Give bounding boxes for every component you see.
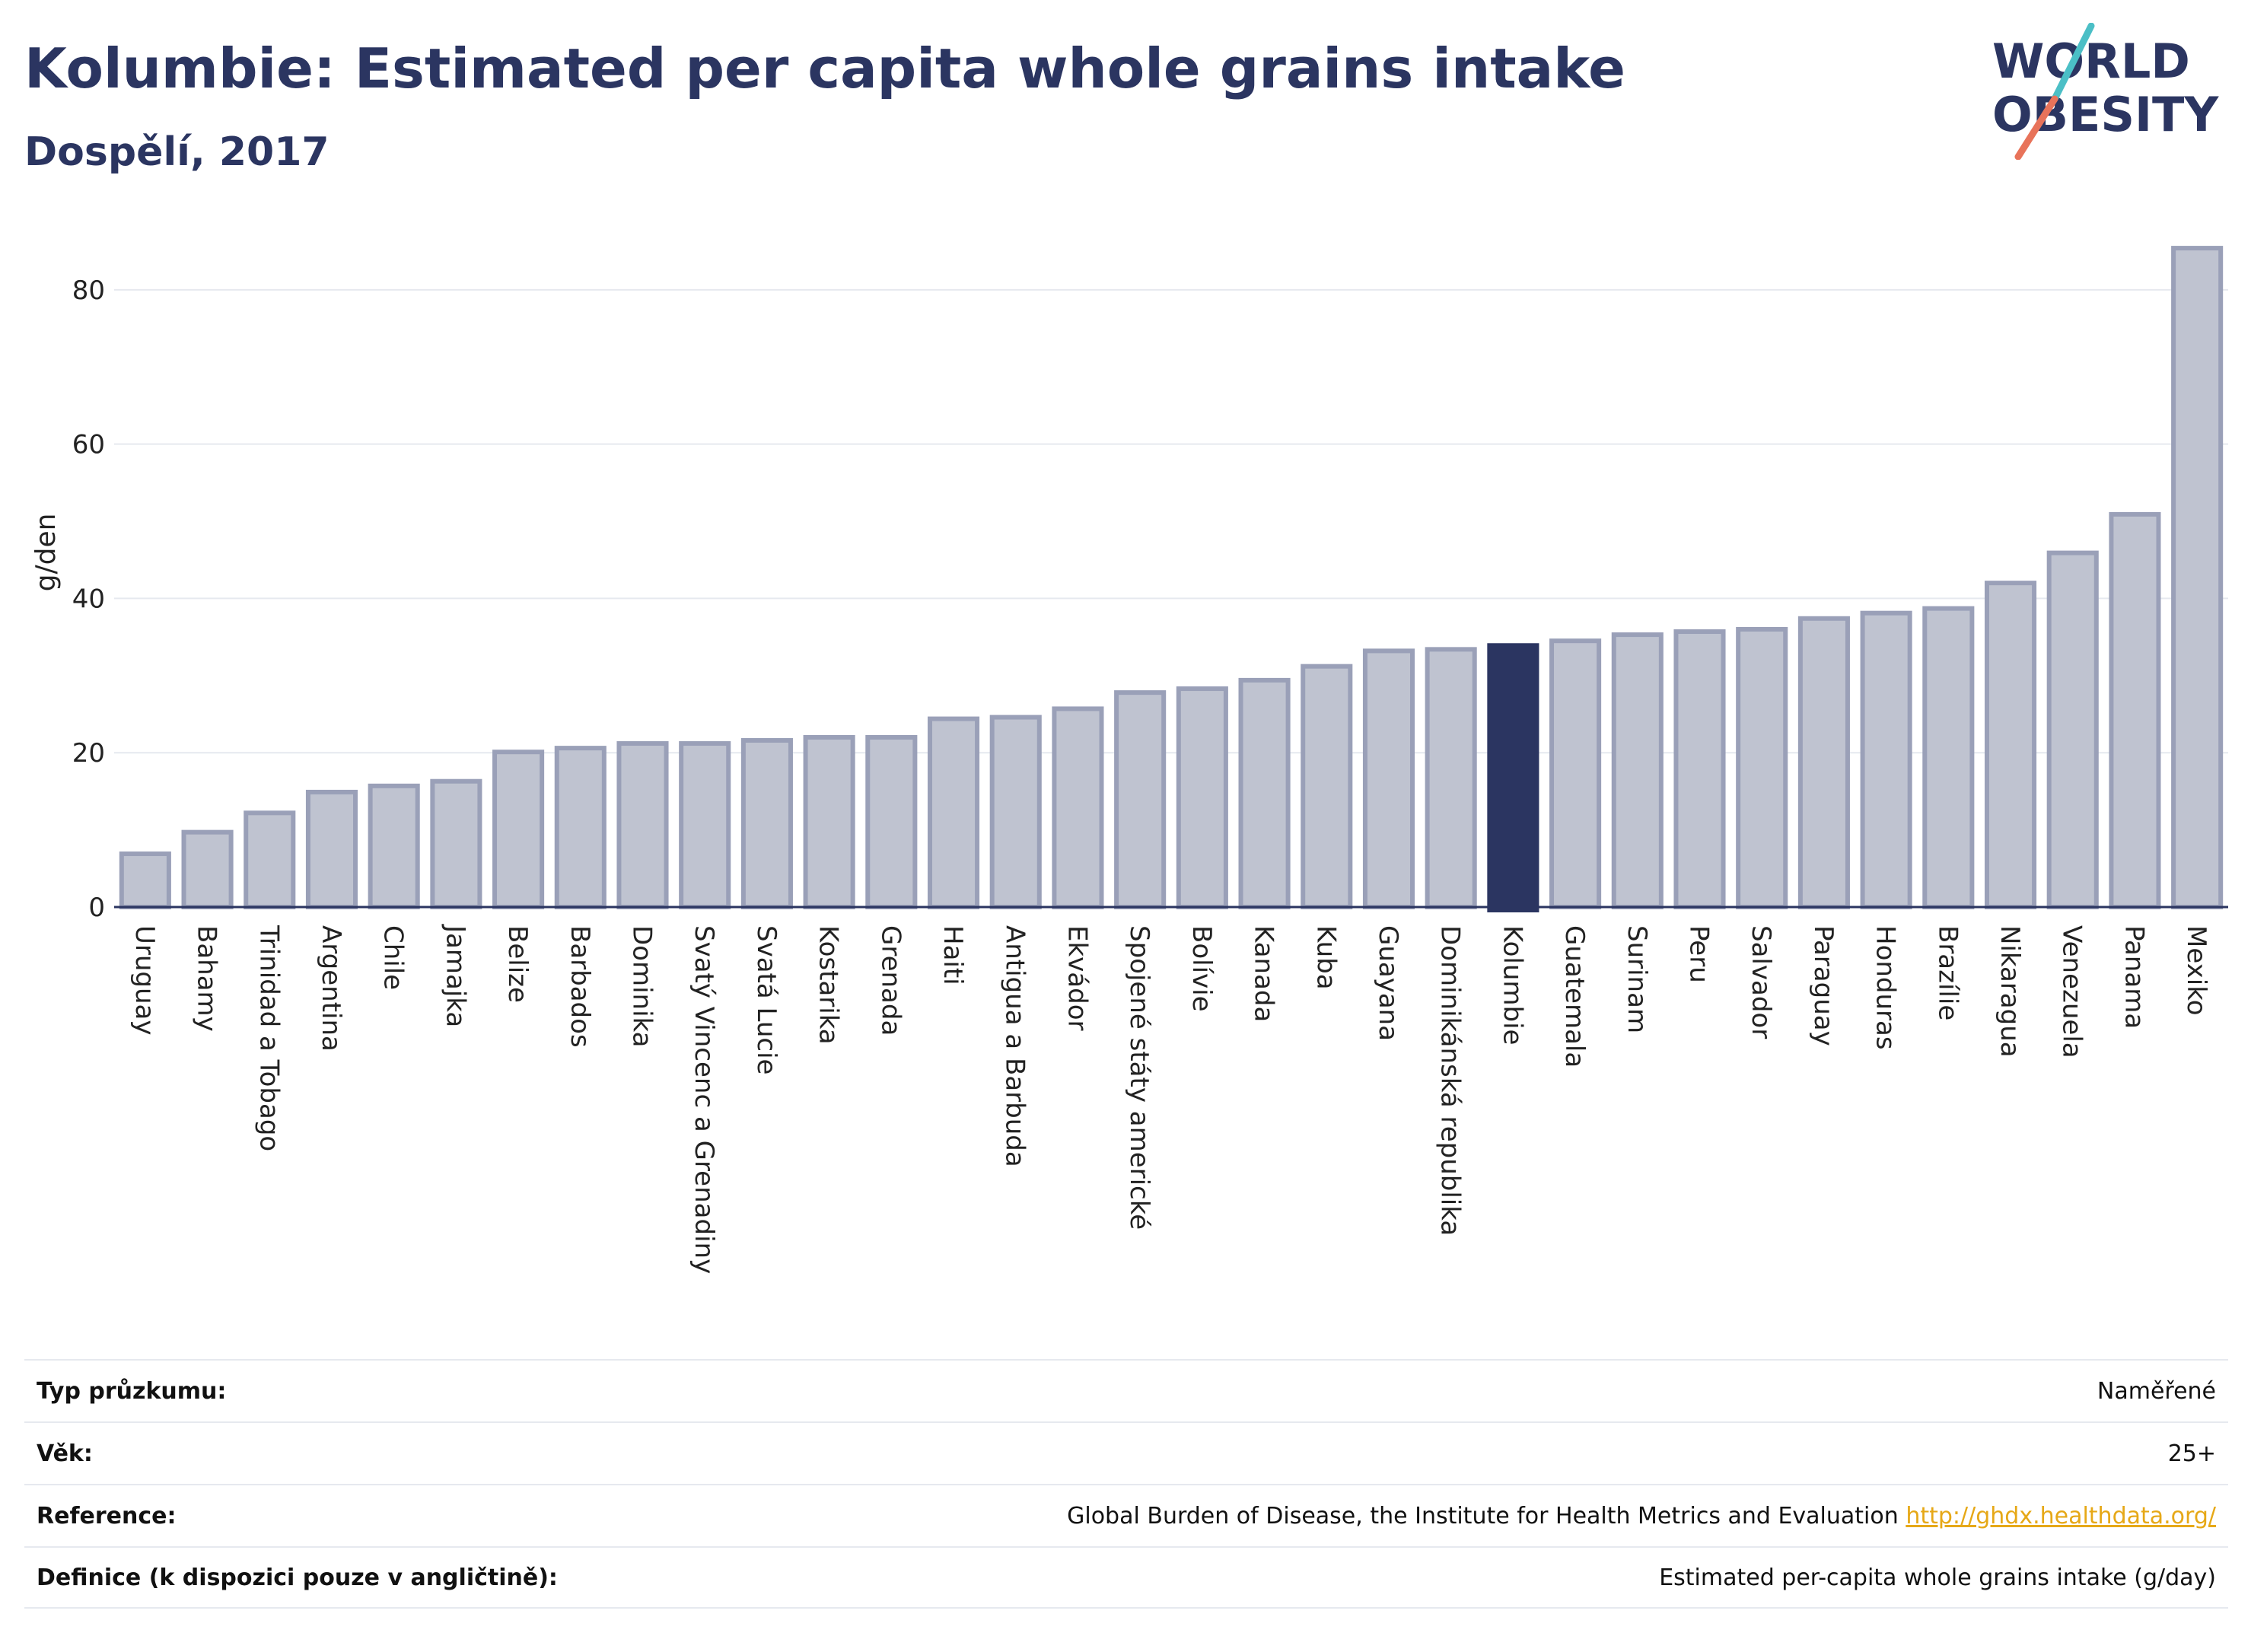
x-tick-label: Peru (1684, 925, 1715, 983)
bar-kolumbie[interactable] (1487, 643, 1539, 912)
bar-antigua-a-barbuda[interactable] (989, 715, 1042, 909)
x-tick-label: Guatemala (1559, 925, 1590, 1068)
x-tick-label: Brazílie (1932, 925, 1963, 1020)
x-tick-label: Antigua a Barbuda (1000, 925, 1030, 1167)
x-tick-label: Kolumbie (1497, 925, 1527, 1045)
y-tick-label: 20 (72, 738, 105, 769)
bar-paraguay[interactable] (1797, 616, 1850, 909)
info-value: Naměřené (2097, 1377, 2216, 1405)
bar-svatá-lucie[interactable] (740, 737, 793, 909)
x-tick-label: Ekvádor (1062, 925, 1092, 1031)
bar-dominikánská-republika[interactable] (1425, 647, 1477, 909)
info-value: 25+ (2167, 1440, 2216, 1467)
x-tick-label: Mexiko (2181, 925, 2211, 1016)
x-tick-label: Argentina (316, 925, 346, 1052)
bar-dominika[interactable] (616, 741, 669, 910)
bar-kuba[interactable] (1301, 664, 1353, 909)
info-value-reference: Global Burden of Disease, the Institute … (1067, 1503, 2216, 1529)
info-row-definition: Definice (k dispozici pouze v angličtině… (24, 1546, 2228, 1609)
x-tick-label: Dominika (627, 925, 657, 1047)
bar-mexiko[interactable] (2171, 246, 2224, 909)
bar-panama[interactable] (2109, 511, 2161, 909)
y-tick-label: 60 (72, 430, 105, 460)
x-tick-label: Nikaragua (1995, 925, 2025, 1058)
info-label: Typ průzkumu: (37, 1377, 227, 1405)
bar-spojené-státy-americké[interactable] (1114, 690, 1167, 909)
chart-subtitle: Dospělí, 2017 (24, 129, 330, 175)
bar-kostarika[interactable] (803, 734, 855, 909)
x-tick-label: Bolívie (1186, 925, 1217, 1012)
chart-title: Kolumbie: Estimated per capita whole gra… (24, 37, 1625, 100)
bar-trinidad-a-tobago[interactable] (244, 810, 296, 910)
x-tick-label: Salvador (1746, 925, 1776, 1039)
info-table: Typ průzkumu: Naměřené Věk: 25+ Referenc… (24, 1359, 2228, 1609)
info-label: Definice (k dispozici pouze v angličtině… (37, 1564, 558, 1591)
x-tick-label: Chile (378, 925, 409, 990)
bar-nikaragua[interactable] (1984, 581, 2037, 909)
x-tick-label: Trinidad a Tobago (253, 925, 284, 1151)
reference-text: Global Burden of Disease, the Institute … (1067, 1502, 1899, 1529)
bar-belize[interactable] (492, 750, 545, 910)
info-value: Estimated per-capita whole grains intake… (1659, 1564, 2216, 1591)
bar-guayana[interactable] (1362, 648, 1415, 909)
bar-ekvádor[interactable] (1052, 706, 1104, 909)
bar-salvador[interactable] (1736, 626, 1788, 909)
x-tick-label: Venezuela (2057, 925, 2087, 1058)
logo-accent-teal (2051, 23, 2095, 103)
bar-chart: 0 20 40 60 80 g/den Uruguay Bahamy Trinidad a T… (30, 246, 2228, 1274)
x-tick-label: Barbados (565, 925, 595, 1048)
logo-line-1: WORLD (1992, 33, 2190, 89)
reference-link[interactable]: http://ghdx.healthdata.org/ (1906, 1502, 2216, 1529)
x-tick-label: Belize (502, 925, 533, 1003)
info-row-reference: Reference: Global Burden of Disease, the… (24, 1484, 2228, 1546)
bar-uruguay[interactable] (119, 851, 171, 910)
bar-surinam[interactable] (1611, 632, 1664, 909)
logo-accent-coral (2014, 95, 2058, 160)
x-tick-label: Panama (2119, 925, 2149, 1029)
y-tick-label: 80 (72, 275, 105, 306)
bar-bolívie[interactable] (1176, 686, 1228, 909)
x-tick-label: Bahamy (192, 925, 222, 1032)
x-tick-label: Grenada (875, 925, 906, 1036)
x-tick-label: Honduras (1871, 925, 1901, 1050)
x-tick-label: Spojené státy americké (1124, 925, 1154, 1230)
bar-grenada[interactable] (865, 734, 918, 909)
x-tick-label: Uruguay (129, 925, 160, 1036)
bar-brazílie[interactable] (1922, 606, 1975, 909)
category-labels: Uruguay Bahamy Trinidad a Tobago Argentina C… (129, 924, 2211, 1274)
x-tick-label: Kanada (1249, 925, 1279, 1022)
info-label: Věk: (37, 1440, 93, 1467)
axes: 0 20 40 60 80 g/den (30, 275, 2228, 923)
x-tick-label: Dominikánská republika (1435, 925, 1466, 1236)
y-axis-label: g/den (30, 514, 62, 592)
bar-svatý-vincenc-a-grenadiny[interactable] (679, 741, 731, 910)
x-tick-label: Jamajka (440, 924, 470, 1027)
bar-barbados[interactable] (554, 746, 607, 910)
x-tick-label: Kostarika (813, 925, 844, 1045)
x-tick-label: Paraguay (1808, 925, 1839, 1046)
bar-kanada[interactable] (1238, 677, 1291, 909)
bar-guatemala[interactable] (1549, 638, 1602, 909)
bar-peru[interactable] (1673, 629, 1726, 909)
bar-argentina[interactable] (305, 789, 358, 909)
y-tick-label: 40 (72, 584, 105, 614)
bar-bahamy[interactable] (181, 829, 234, 909)
info-label: Reference: (37, 1502, 177, 1529)
bar-honduras[interactable] (1860, 610, 1912, 909)
x-tick-label: Surinam (1622, 925, 1652, 1033)
x-tick-label: Haiti (938, 925, 968, 985)
y-tick-label: 0 (88, 893, 105, 923)
x-tick-label: Kuba (1310, 925, 1341, 990)
info-row-survey-type: Typ průzkumu: Naměřené (24, 1359, 2228, 1421)
bar-jamajka[interactable] (430, 778, 482, 909)
x-tick-label: Svatá Lucie (751, 925, 782, 1074)
bars (119, 246, 2224, 912)
world-obesity-logo[interactable]: WORLD OBESITY (1979, 23, 2237, 160)
bar-chile[interactable] (368, 783, 420, 910)
x-tick-label: Guayana (1373, 925, 1403, 1041)
bar-venezuela[interactable] (2046, 550, 2099, 909)
bar-haiti[interactable] (927, 716, 980, 909)
x-tick-label: Svatý Vincenc a Grenadiny (689, 925, 719, 1274)
info-row-age: Věk: 25+ (24, 1421, 2228, 1484)
